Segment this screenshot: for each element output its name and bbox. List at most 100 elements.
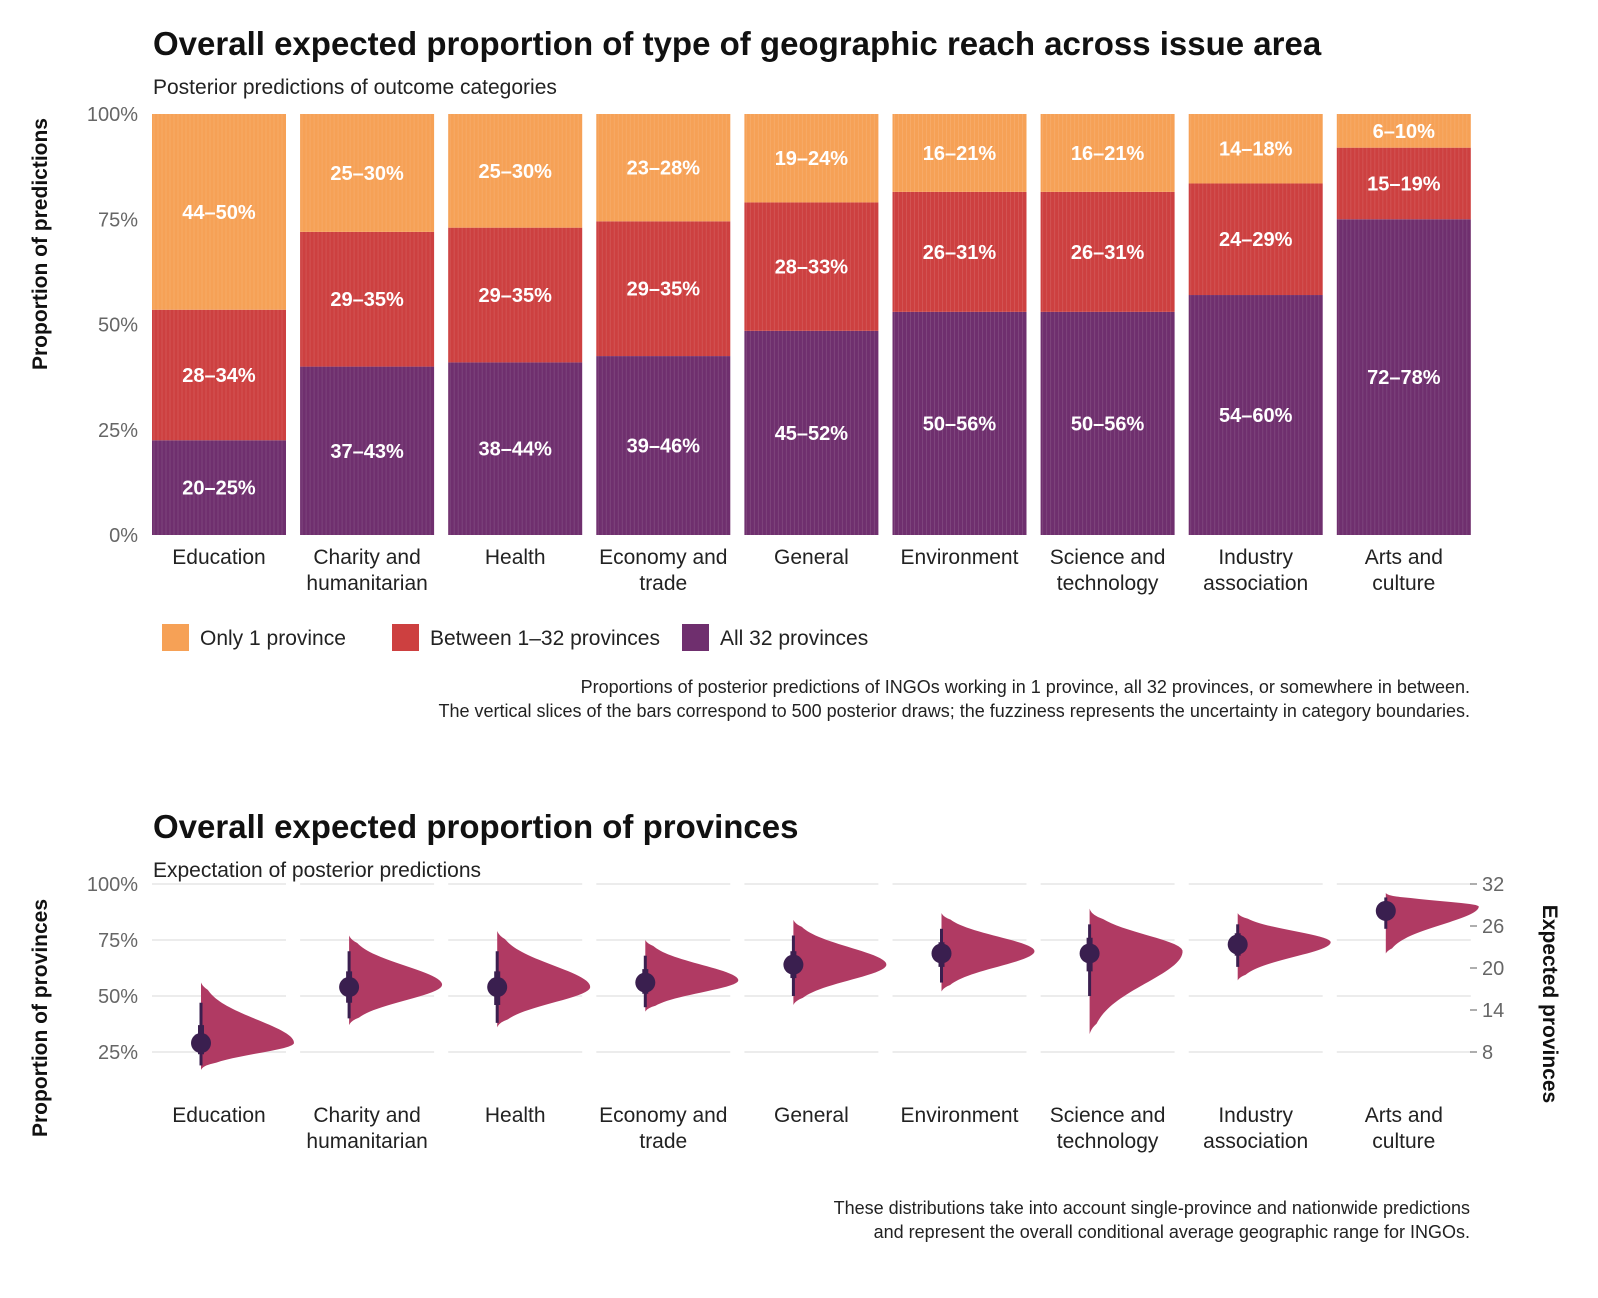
density-shape (941, 913, 1035, 992)
bar-segment (1336, 147, 1471, 220)
chart2-category-label: Industry (1218, 1104, 1293, 1127)
chart1-y-ticks: 0% 25% 50% 75% 100% (87, 104, 138, 547)
chart1-caption-line: The vertical slices of the bars correspo… (438, 701, 1470, 721)
chart2-category-label: Charity and (313, 1104, 420, 1127)
bar-segment (300, 114, 435, 232)
density-shape (1237, 913, 1331, 981)
chart2-category-label: Science and (1050, 1104, 1166, 1127)
chart2-y-tick-right: 32 (1482, 874, 1504, 896)
chart2-category-label: Education (172, 1104, 265, 1127)
density-shape (497, 931, 591, 1028)
chart1-y-axis-label: Proportion of predictions (29, 118, 52, 370)
chart1-category-label: Science and (1050, 546, 1166, 569)
chart2-y-tick: 75% (98, 930, 138, 952)
chart1-y-tick: 50% (98, 315, 138, 337)
bar-segment-label: 28–33% (775, 257, 849, 279)
bar-segment-label: 38–44% (478, 439, 552, 461)
chart1-legend: Only 1 province Between 1–32 provinces All… (162, 624, 868, 651)
bar-segment-label: 50–56% (923, 413, 997, 435)
density-shape (1385, 892, 1479, 954)
bar-segment-label: 50–56% (1071, 413, 1145, 435)
bar-slices (301, 114, 431, 535)
bar-segment-label: 54–60% (1219, 405, 1293, 427)
bar-segment (448, 114, 583, 228)
chart2-category-label: association (1203, 1130, 1308, 1153)
bar-segment (596, 221, 731, 357)
chart2-category-label: Environment (901, 1104, 1019, 1127)
median-point (1079, 943, 1100, 964)
bar-segment-label: 72–78% (1367, 367, 1441, 389)
density-shape (349, 935, 443, 1026)
bar-segment (596, 114, 731, 222)
bar-segment (744, 114, 879, 203)
bar-segment (1040, 114, 1175, 192)
bar-segment (892, 191, 1027, 312)
chart2-category-label: humanitarian (306, 1130, 427, 1153)
median-point (191, 1033, 211, 1054)
density-shape (1089, 908, 1183, 1035)
chart2-y-ticks: 25% 50% 75% 100% 8 14 20 26 32 (87, 874, 1504, 1064)
chart1-category-label: Arts and (1365, 546, 1443, 569)
chart2-category-labels: Education Charity and humanitarian Health Ec… (172, 1104, 1443, 1153)
bar-segment-label: 6–10% (1373, 121, 1435, 143)
bar-segment-label: 45–52% (775, 423, 849, 445)
bar-slices (1190, 114, 1320, 535)
bar-segment-label: 16–21% (923, 143, 997, 165)
chart2-y-tick-right: 20 (1482, 958, 1504, 980)
chart2-distributions (191, 892, 1479, 1070)
chart2-category-label: technology (1057, 1130, 1159, 1153)
bar-segment (892, 114, 1027, 192)
chart1-y-tick: 25% (98, 420, 138, 442)
bar-segment-label: 44–50% (182, 202, 256, 224)
chart1-category-label: culture (1372, 572, 1435, 595)
median-point (931, 943, 952, 964)
chart1-subtitle: Posterior predictions of outcome categor… (153, 76, 557, 99)
bar-segment-label: 26–31% (1071, 242, 1145, 264)
bar-segment-label: 29–35% (478, 285, 552, 307)
bar-segment (1336, 219, 1471, 535)
bar-segment-label: 29–35% (627, 279, 701, 301)
median-point (1375, 900, 1396, 921)
chart1-category-label: Education (172, 546, 265, 569)
median-point (339, 977, 360, 998)
bar-slices (894, 114, 1023, 535)
chart2-y-tick: 100% (87, 874, 138, 896)
bar-segment (300, 231, 435, 367)
chart2-y-tick-right: 26 (1482, 916, 1504, 938)
bar-slices (597, 114, 727, 535)
chart1-bars: 20–25% 28–34% 44–50% 37–43% 29–35% 25–30% 38–4… (152, 114, 1471, 535)
chart1-y-tick: 0% (109, 525, 138, 547)
legend-swatch (162, 624, 189, 651)
median-point (783, 954, 804, 975)
bar-slices (745, 114, 875, 535)
chart2-y-axis-label-right: Expected provinces (1538, 905, 1561, 1103)
density-shape (645, 940, 739, 1012)
bar-segment (1040, 191, 1175, 312)
bar-slices (1042, 114, 1172, 535)
bar-segment (744, 202, 879, 331)
median-point (487, 977, 508, 998)
bar-slices (1338, 114, 1468, 535)
bar-segment-label: 14–18% (1219, 139, 1293, 161)
chart1-category-label: technology (1057, 572, 1159, 595)
bar-segment (152, 440, 286, 535)
bar-slices (153, 114, 283, 535)
bar-segment-label: 23–28% (627, 158, 701, 180)
bar-segment-label: 24–29% (1219, 229, 1293, 251)
chart2-category-label: General (774, 1104, 849, 1127)
bar-segment (152, 114, 286, 310)
chart2-category-label: culture (1372, 1130, 1435, 1153)
bar-segment (152, 309, 286, 441)
legend-label: All 32 provinces (720, 627, 868, 650)
bar-segment-label: 39–46% (627, 436, 701, 458)
bar-segment-label: 37–43% (330, 441, 404, 463)
bar-segment (448, 362, 583, 535)
chart2-category-label: trade (639, 1130, 687, 1153)
bar-segment-label: 16–21% (1071, 143, 1145, 165)
bar-segment (596, 356, 731, 535)
median-point (1227, 934, 1248, 955)
chart2-category-label: Health (485, 1104, 546, 1127)
bar-slices (449, 114, 579, 535)
chart2-caption-line: These distributions take into account si… (834, 1198, 1470, 1218)
